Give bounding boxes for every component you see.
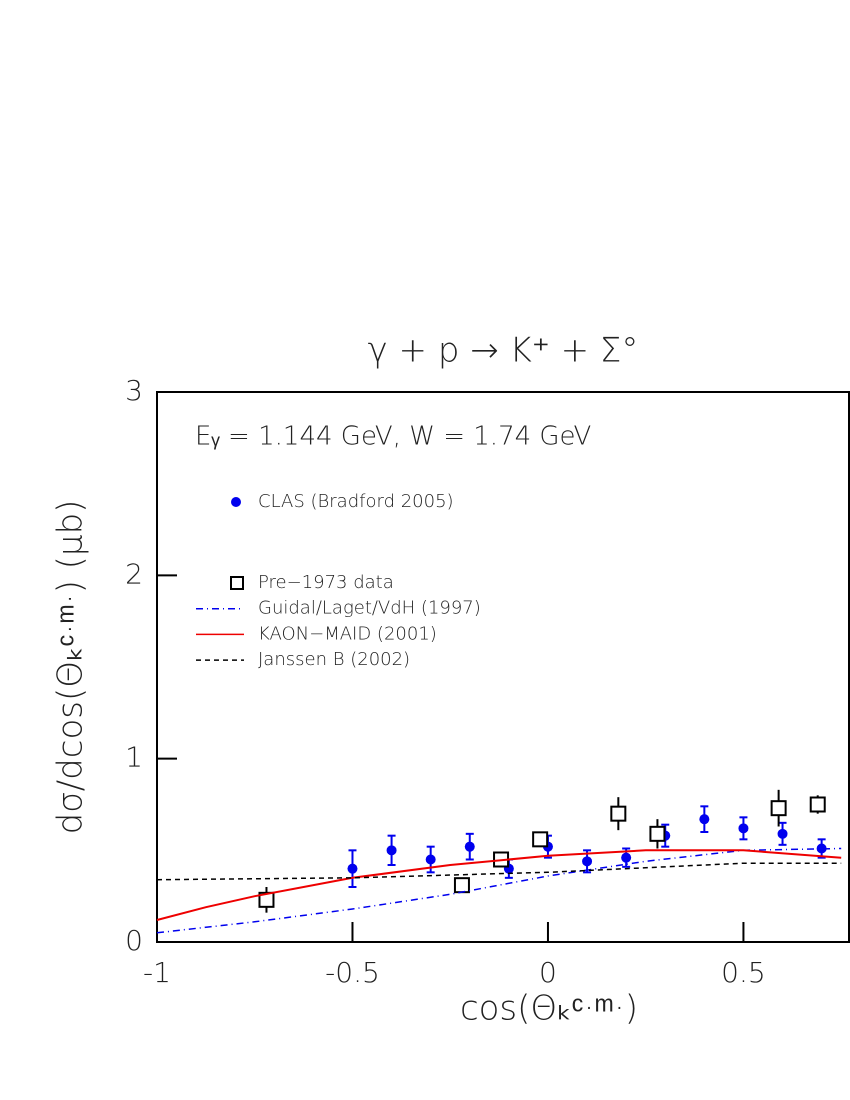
y-tick-label: 0: [125, 924, 143, 957]
x-tick-label: 0.5: [721, 956, 766, 989]
x-tick-label: -1: [143, 956, 171, 989]
data-point: [464, 841, 475, 852]
data-point: [649, 825, 666, 842]
y-tick-label: 2: [125, 557, 143, 590]
y-axis-label: dσ/dcos(Θₖᶜ·ᵐ·) (μb): [51, 500, 91, 835]
x-tick-label: 0: [539, 956, 557, 989]
y-tick-label: 1: [125, 741, 143, 774]
data-point: [258, 891, 275, 908]
data-point: [809, 796, 826, 813]
curve: [156, 847, 842, 934]
data-point: [386, 845, 397, 856]
data-point: [425, 854, 436, 865]
legend-label: Janssen B (2002): [258, 649, 410, 670]
chart-title: γ + p → K⁺ + Σ°: [368, 331, 639, 371]
legend-marker: [230, 576, 244, 590]
data-point: [610, 805, 627, 822]
data-point: [699, 814, 710, 825]
curve: [156, 849, 842, 921]
legend-label: KAON−MAID (2001): [258, 623, 437, 644]
x-tick-label: -0.5: [325, 956, 380, 989]
data-point: [816, 843, 827, 854]
legend-label: CLAS (Bradford 2005): [258, 491, 454, 512]
annotation: Eᵧ = 1.144 GeV, W = 1.74 GeV: [195, 422, 591, 452]
data-point: [770, 800, 787, 817]
data-point: [621, 852, 632, 863]
data-point: [582, 856, 593, 867]
data-point: [532, 831, 549, 848]
data-point: [777, 828, 788, 839]
data-point: [453, 877, 470, 894]
curve: [156, 862, 842, 881]
data-point: [738, 823, 749, 834]
legend-label: Guidal/Laget/VdH (1997): [258, 598, 481, 619]
legend-label: Pre−1973 data: [258, 572, 394, 593]
y-tick-label: 3: [125, 374, 143, 407]
data-point: [347, 863, 358, 874]
plot-frame: [156, 391, 850, 943]
x-axis-label: cos(Θₖᶜ·ᵐ·): [460, 989, 638, 1029]
legend-marker: [231, 497, 241, 507]
